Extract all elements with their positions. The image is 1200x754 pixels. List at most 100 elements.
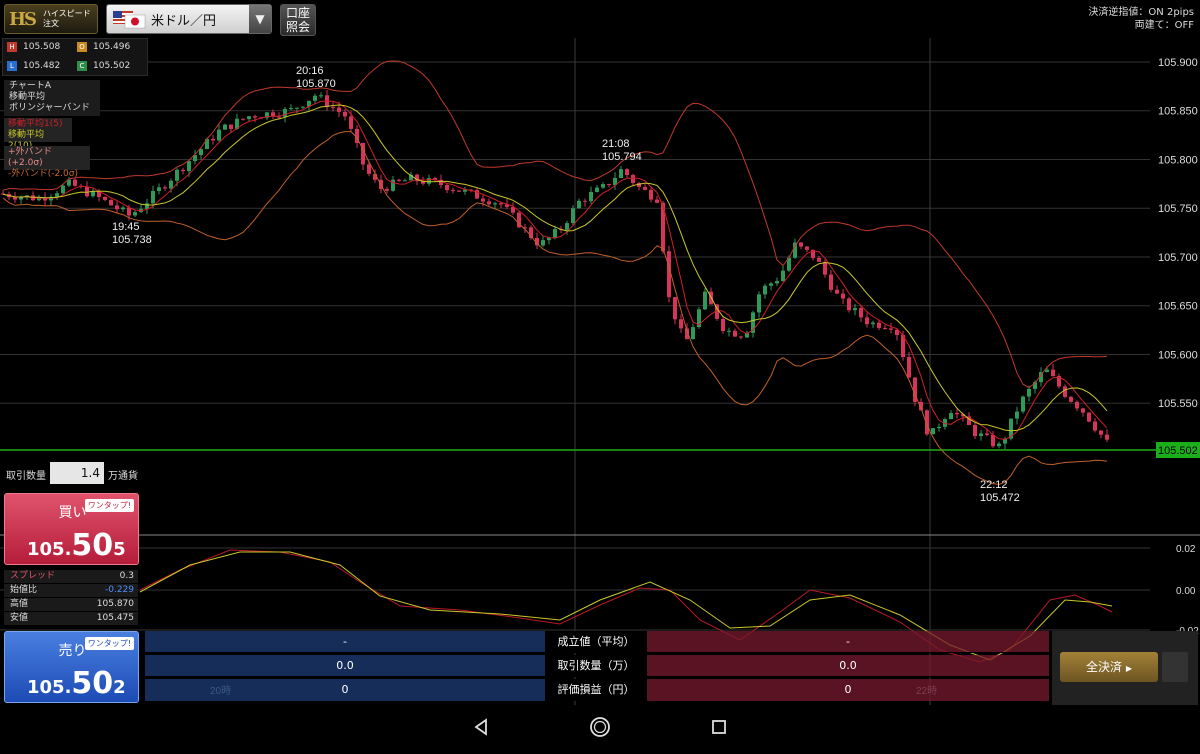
candle-body [661,202,665,252]
ohlc-panel: H 105.508 O 105.496 L 105.482 C 105.502 [2,38,148,76]
qty-label: 取引数量 [6,471,46,482]
account-inquiry-button[interactable]: 口座 照会 [280,4,316,36]
sell-onetap-badge: ワンタップ! [84,637,134,650]
candle-body [553,229,557,238]
triangle-down-icon[interactable]: ▼ [249,5,271,33]
low-label: 安値 [10,613,29,623]
band-legend: +外バンド(+2.0σ) -外バンド(-2.0σ) [4,146,90,179]
candle-body [1045,369,1049,373]
candle-body [835,289,839,294]
candle-body [721,318,725,331]
annotation-time: 21:08 [602,138,630,150]
spread-label: スプレッド [10,571,56,581]
candle-body [241,118,245,120]
candle-body [127,207,131,216]
high-speed-order-logo[interactable]: HS ハイスピード 注文 [4,4,98,34]
candle-body [37,197,41,201]
candle-body [73,179,77,186]
candle-body [577,200,581,209]
price-tick-label: 105.550 [1158,398,1198,410]
settle-all-button[interactable]: 全決済 ▶ [1060,652,1158,682]
indicator-legend[interactable]: チャートA 移動平均 ボリンジャーバンド [4,80,100,116]
ma-long-line [2,104,1108,432]
candle-body [205,139,209,150]
annotation-time: 22:12 [980,479,1008,491]
candle-body [751,312,755,333]
account-line1: 口座 [285,6,310,20]
candle-body [445,184,449,191]
candle-body [793,242,797,258]
candle-body [409,174,413,181]
candle-body [991,434,995,447]
candle-body [235,118,239,129]
price-tick-label: 105.850 [1158,106,1198,118]
logo-text-line1: ハイスピード [43,9,91,18]
candle-body [115,205,119,210]
candle-body [613,177,617,186]
candle-body [475,190,479,199]
candle-body [19,197,23,200]
price-chart[interactable]: 105.900 105.850 105.800 105.750 105.700 105.6… [0,0,1200,705]
candle-body [499,203,503,205]
back-triangle-icon[interactable] [474,718,487,736]
candle-body [463,189,467,192]
candle-body [1081,408,1085,413]
upper-band-label: +外バンド(+2.0σ) [8,147,52,168]
candle-body [199,149,203,156]
candle-body [1015,411,1019,419]
trade-quantity: 取引数量 1.4 万通貨 [4,460,138,488]
settle-side-box [1162,652,1188,682]
candle-body [529,227,533,239]
sell-avg-price: - [647,631,1049,653]
pl-label: 評価損益（円） [545,679,647,701]
buy-qty: 0.0 [145,655,545,677]
qty-input[interactable]: 1.4 [50,462,104,484]
candle-body [145,203,149,209]
account-line2: 照会 [285,20,310,34]
candle-body [895,329,899,335]
candle-body [841,293,845,299]
candle-body [121,207,125,210]
candle-body [1099,430,1103,435]
candle-body [1057,376,1061,387]
candle-body [643,186,647,190]
candle-body [451,190,455,192]
candle-body [505,204,509,207]
candle-body [283,109,287,117]
hs-logo-mark: HS [9,8,37,30]
candle-body [715,304,719,319]
currency-pair-selector[interactable]: 米ドル／円 ▼ [106,4,272,34]
sell-button[interactable]: 売り ワンタップ! 105.502 [4,631,139,703]
candle-body [67,179,71,186]
low-tag: L [7,61,17,71]
candle-body [817,257,821,262]
open-ratio-value: -0.229 [104,585,134,595]
candle-body [157,187,161,191]
candle-body [865,317,869,325]
candle-body [133,212,137,216]
buy-button[interactable]: 買い ワンタップ! 105.505 [4,493,139,565]
candle-body [973,424,977,437]
candle-body [97,191,101,197]
candle-body [685,328,689,340]
spread-value: 0.3 [119,571,134,581]
candle-body [13,197,17,200]
close-value: 105.502 [93,61,131,71]
bollinger-upper-line [2,60,1108,389]
buy-price: 105.505 [27,528,126,563]
home-circle-icon[interactable] [590,717,610,737]
candle-body [211,139,215,141]
candle-body [289,108,293,110]
sell-qty: 0.0 [647,655,1049,677]
candle-body [361,143,365,165]
hedge-status: 両建て：OFF [1134,20,1194,31]
candle-body [781,270,785,282]
settle-all-label: 全決済 [1086,660,1123,674]
annotation-time: 19:45 [112,221,140,233]
candle-body [1087,412,1091,422]
candle-body [481,198,485,202]
bollinger-lower-line [2,131,1108,485]
candle-body [1027,388,1031,397]
recent-square-icon[interactable] [712,720,726,734]
candle-body [625,169,629,176]
